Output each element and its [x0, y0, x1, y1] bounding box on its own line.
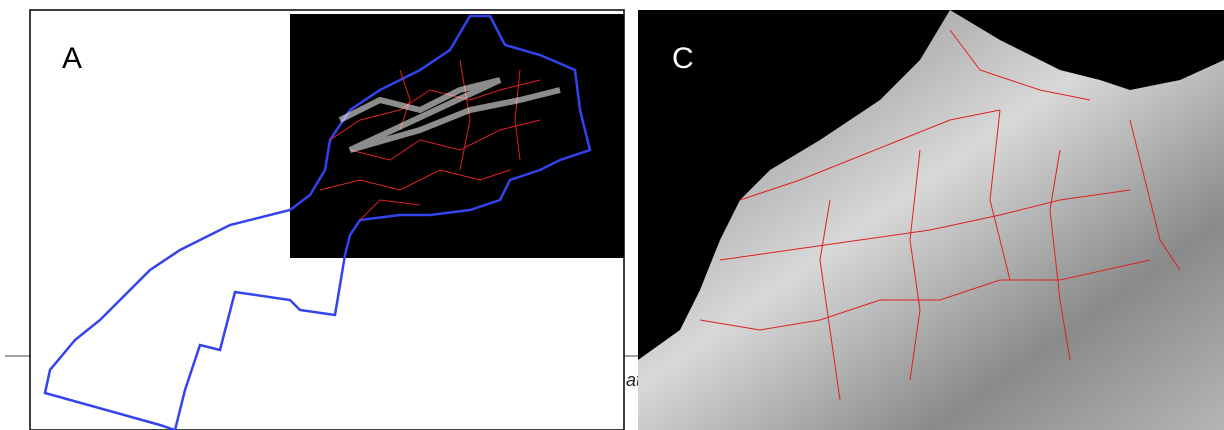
panel-label: C: [672, 42, 694, 75]
panel-a: A: [30, 10, 624, 430]
panel-label: A: [62, 42, 82, 75]
satellite-inset: [290, 14, 624, 258]
page: B at A C (() => { const data = JSON.pars…: [0, 0, 1224, 430]
panel-c: C: [638, 10, 1224, 430]
figure: B at A C: [0, 0, 1224, 430]
